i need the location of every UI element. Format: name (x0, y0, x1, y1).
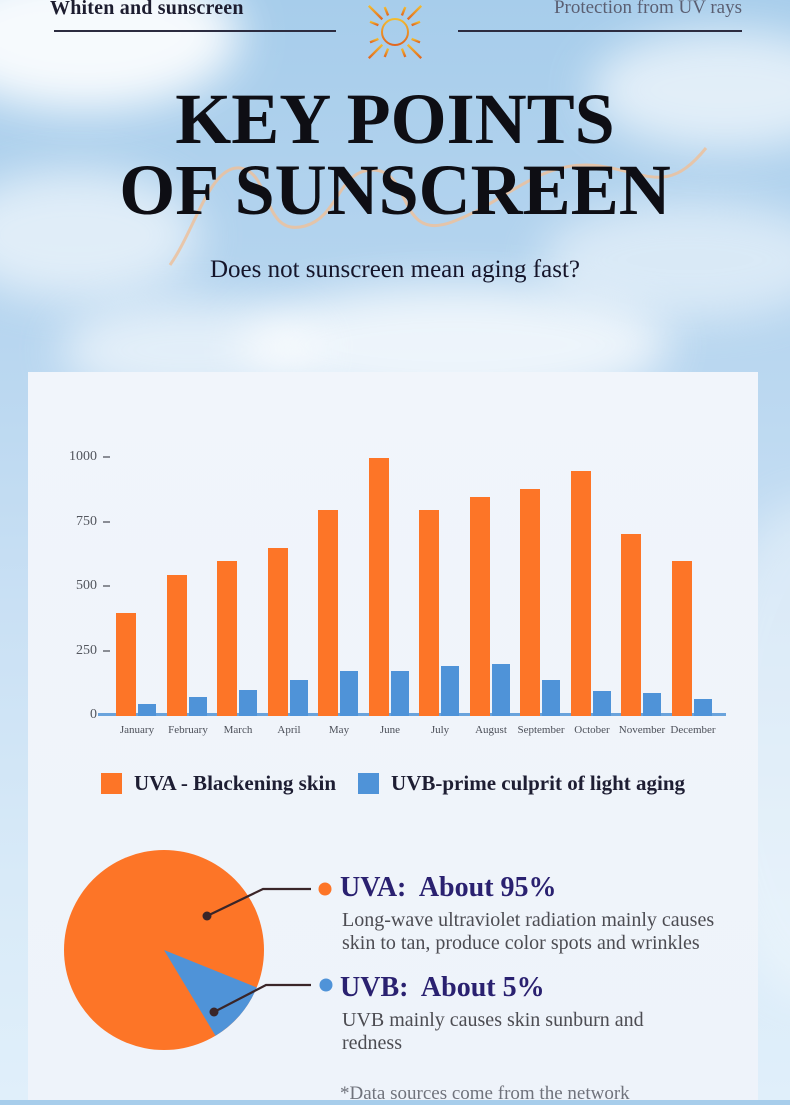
uva-callout-dot (202, 911, 212, 921)
bar-uvb-december (694, 699, 712, 716)
header-left-label: Whiten and sunscreen (50, 0, 244, 19)
month-label-april: April (277, 724, 301, 736)
bar-uva-april (268, 548, 288, 716)
bar-uva-november (621, 534, 641, 716)
pie-slice-uvb (164, 950, 257, 1036)
legend-item-uva: UVA - Blackening skin (100, 771, 337, 796)
chart-legend: UVA - Blackening skin UVB-prime culprit … (28, 771, 758, 796)
uvb-swatch (358, 773, 380, 794)
bar-uvb-november (643, 693, 661, 716)
y-tick-0: 0 (28, 707, 110, 723)
header-divider-left (54, 30, 336, 32)
uvb-bullet (319, 978, 333, 992)
legend-label-uva: UVA - Blackening skin (133, 771, 337, 795)
bar-uva-july (419, 510, 439, 716)
month-label-october: October (574, 724, 610, 736)
bar-chart: January February March April May June July Augu… (28, 372, 758, 1100)
page-title-line2: OF SUNSCREEN (119, 150, 671, 230)
pie-leader-lines (202, 882, 333, 1017)
content-panel: January February March April May June July Augu… (28, 372, 758, 1104)
month-label-march: March (223, 724, 253, 736)
legend-item-uvb: UVB-prime culprit of light aging (358, 771, 685, 796)
y-tick-dash (103, 585, 110, 587)
uvb-callout-dot (209, 1007, 219, 1017)
y-tick-value: 250 (76, 643, 97, 658)
bar-uva-february (167, 575, 187, 716)
uvb-heading: UVB: About 5% (340, 972, 545, 1003)
y-tick-dash (103, 456, 110, 458)
month-label-january: January (119, 724, 155, 736)
uva-heading: UVA: About 95% (340, 872, 557, 903)
x-axis-line (98, 713, 726, 716)
bar-uvb-june (391, 671, 409, 716)
bar-uvb-july (441, 666, 459, 716)
month-label-december: December (670, 724, 716, 736)
bar-uvb-january (138, 704, 156, 716)
header-right-label: Protection from UV rays (553, 0, 742, 18)
bar-uva-june (369, 458, 389, 716)
page-title-line1: KEY POINTS (175, 79, 615, 159)
y-tick-value: 500 (76, 578, 97, 593)
bar-uvb-february (189, 697, 207, 716)
y-tick-500: 500 (28, 578, 110, 594)
month-label-september: September (517, 724, 565, 736)
bar-uva-may (318, 510, 338, 716)
header-divider-right (458, 30, 742, 32)
bar-uvb-may (340, 671, 358, 716)
bar-uvb-april (290, 680, 308, 716)
page-subtitle: Does not sunscreen mean aging fast? (209, 256, 581, 283)
uvb-description: UVB mainly causes skin sunburn and redne… (342, 1009, 644, 1054)
bar-uva-september (520, 489, 540, 716)
y-tick-750: 750 (28, 514, 110, 530)
y-tick-dash (103, 521, 110, 523)
uva-bullet (318, 882, 332, 896)
bar-uvb-october (593, 691, 611, 716)
y-tick-value: 1000 (69, 449, 97, 464)
uva-description: Long-wave ultraviolet radiation mainly c… (342, 909, 715, 954)
bar-uva-january (116, 613, 136, 716)
bar-uvb-august (492, 664, 510, 716)
y-tick-250: 250 (28, 643, 110, 659)
month-label-august: August (475, 724, 507, 736)
y-tick-value: 750 (76, 514, 97, 529)
bar-uva-december (672, 561, 692, 716)
pie-chart (64, 850, 264, 1050)
y-tick-value: 0 (90, 707, 97, 722)
month-label-july: July (430, 724, 450, 736)
bar-uva-august (470, 497, 490, 716)
month-label-june: June (379, 724, 401, 736)
y-tick-dash (103, 650, 110, 652)
bar-uva-march (217, 561, 237, 716)
bar-uvb-september (542, 680, 560, 716)
month-label-may: May (328, 724, 350, 736)
y-tick-1000: 1000 (28, 449, 110, 465)
legend-label-uvb: UVB-prime culprit of light aging (391, 771, 686, 795)
sun-icon (358, 0, 432, 69)
uva-swatch (100, 773, 122, 794)
month-label-february: February (168, 724, 208, 736)
bar-uva-october (571, 471, 591, 716)
data-source-footnote: *Data sources come from the network (340, 1083, 630, 1104)
bar-uvb-march (239, 690, 257, 716)
month-label-november: November (618, 724, 666, 736)
page-title: KEY POINTS OF SUNSCREEN (0, 79, 790, 230)
